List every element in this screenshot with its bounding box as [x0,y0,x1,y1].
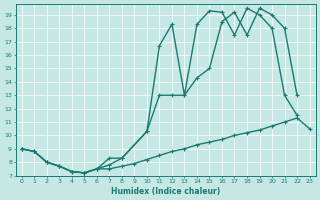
X-axis label: Humidex (Indice chaleur): Humidex (Indice chaleur) [111,187,220,196]
